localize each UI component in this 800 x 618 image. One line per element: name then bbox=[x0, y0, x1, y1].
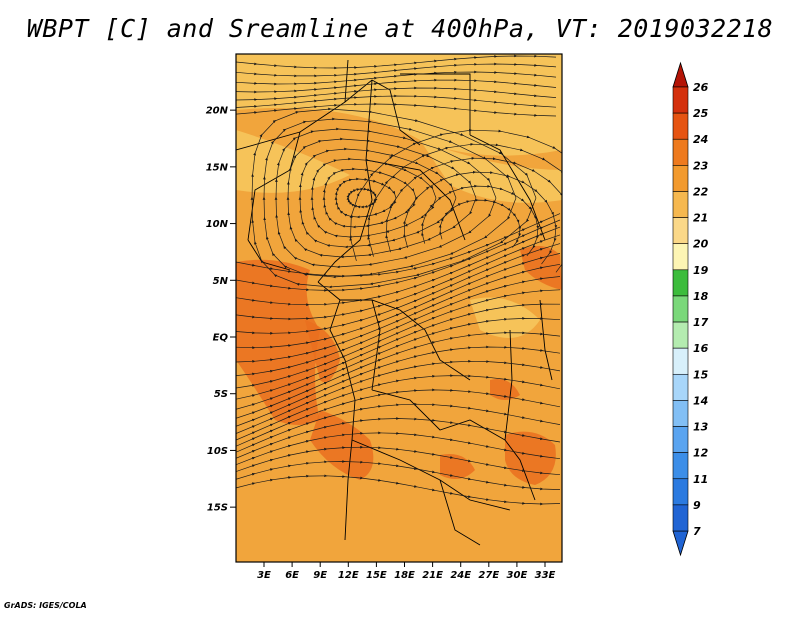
grads-credit: GrADS: IGES/COLA bbox=[4, 601, 87, 610]
colorbar-lower-arrow bbox=[672, 530, 689, 557]
colorbar-label-21: 21 bbox=[693, 212, 708, 225]
streamline-38 bbox=[236, 474, 561, 506]
lon-label-24e: 24E bbox=[450, 570, 471, 581]
colorbar-box-4 bbox=[672, 165, 689, 192]
colorbar-box-14 bbox=[672, 426, 689, 453]
lat-label-5n: 5N bbox=[213, 276, 229, 287]
colorbar-label-17: 17 bbox=[693, 316, 709, 329]
colorbar-box-17 bbox=[672, 504, 689, 532]
colorbar-box-11 bbox=[672, 347, 689, 375]
map-plot-area bbox=[236, 54, 562, 562]
colorbar-label-19: 19 bbox=[693, 264, 709, 277]
colorbar-label-14: 14 bbox=[693, 394, 708, 407]
colorbar-box-16 bbox=[672, 478, 689, 506]
colorbar-label-18: 18 bbox=[693, 290, 709, 303]
colorbar-label-16: 16 bbox=[693, 342, 709, 355]
lon-label-3e: 3E bbox=[257, 570, 271, 581]
streamlines bbox=[236, 54, 562, 506]
colorbar-label-25: 25 bbox=[693, 107, 709, 120]
colorbar-label-24: 24 bbox=[693, 133, 708, 146]
colorbar-box-10 bbox=[672, 321, 689, 349]
colorbar-box-6 bbox=[672, 217, 689, 245]
lon-label-30e: 30E bbox=[507, 570, 528, 581]
lon-label-12e: 12E bbox=[338, 570, 359, 581]
latitude-axis: 20N 15N 10N 5N EQ 5S 10S 15S bbox=[206, 106, 236, 514]
lat-label-5s: 5S bbox=[214, 389, 228, 400]
colorbar-label-13: 13 bbox=[693, 421, 709, 434]
colorbar-label-20: 20 bbox=[693, 238, 709, 251]
colorbar-label-26: 26 bbox=[693, 81, 709, 94]
lon-label-9e: 9E bbox=[313, 570, 327, 581]
colorbar-label-11: 11 bbox=[693, 473, 708, 486]
lon-label-6e: 6E bbox=[285, 570, 299, 581]
streamline-16 bbox=[236, 102, 557, 117]
colorbar-label-12: 12 bbox=[693, 447, 709, 460]
lon-label-18e: 18E bbox=[394, 570, 415, 581]
colorbar-label-7: 7 bbox=[693, 525, 701, 538]
streamline-44 bbox=[349, 128, 562, 271]
colorbar-box-9 bbox=[672, 295, 689, 323]
colorbar-box-1 bbox=[672, 86, 689, 114]
lat-label-15n: 15N bbox=[206, 162, 229, 173]
colorbar-box-8 bbox=[672, 269, 689, 297]
lat-label-10n: 10N bbox=[206, 219, 229, 230]
colorbar: 26 25 24 23 22 21 20 19 18 17 16 15 14 13 12 11 9 7 bbox=[672, 61, 709, 557]
map-frame bbox=[235, 53, 563, 563]
lon-label-21e: 21E bbox=[422, 570, 443, 581]
colorbar-box-15 bbox=[672, 452, 689, 480]
map-title: WBPT [C] and Sreamline at 400hPa, VT: 20… bbox=[26, 14, 774, 43]
lon-label-15e: 15E bbox=[366, 570, 387, 581]
lat-label-15s: 15S bbox=[207, 503, 228, 514]
lat-label-eq: EQ bbox=[213, 333, 229, 344]
colorbar-label-15: 15 bbox=[693, 368, 709, 381]
colorbar-label-22: 22 bbox=[693, 185, 709, 198]
colorbar-box-7 bbox=[672, 243, 689, 271]
colorbar-box-2 bbox=[672, 112, 689, 140]
colorbar-label-23: 23 bbox=[693, 159, 709, 172]
lat-label-10s: 10S bbox=[207, 446, 228, 457]
lat-label-20n: 20N bbox=[206, 106, 229, 117]
colorbar-upper-arrow bbox=[672, 61, 689, 88]
colorbar-box-13 bbox=[672, 400, 689, 427]
lon-label-33e: 33E bbox=[535, 570, 556, 581]
colorbar-box-3 bbox=[672, 138, 689, 166]
colorbar-box-12 bbox=[672, 373, 689, 401]
longitude-axis: 3E 6E 9E 12E 15E 18E 21E 24E 27E 30E 33E bbox=[257, 562, 556, 581]
lon-label-27e: 27E bbox=[478, 570, 499, 581]
colorbar-label-9: 9 bbox=[693, 499, 701, 512]
colorbar-box-5 bbox=[672, 191, 689, 218]
